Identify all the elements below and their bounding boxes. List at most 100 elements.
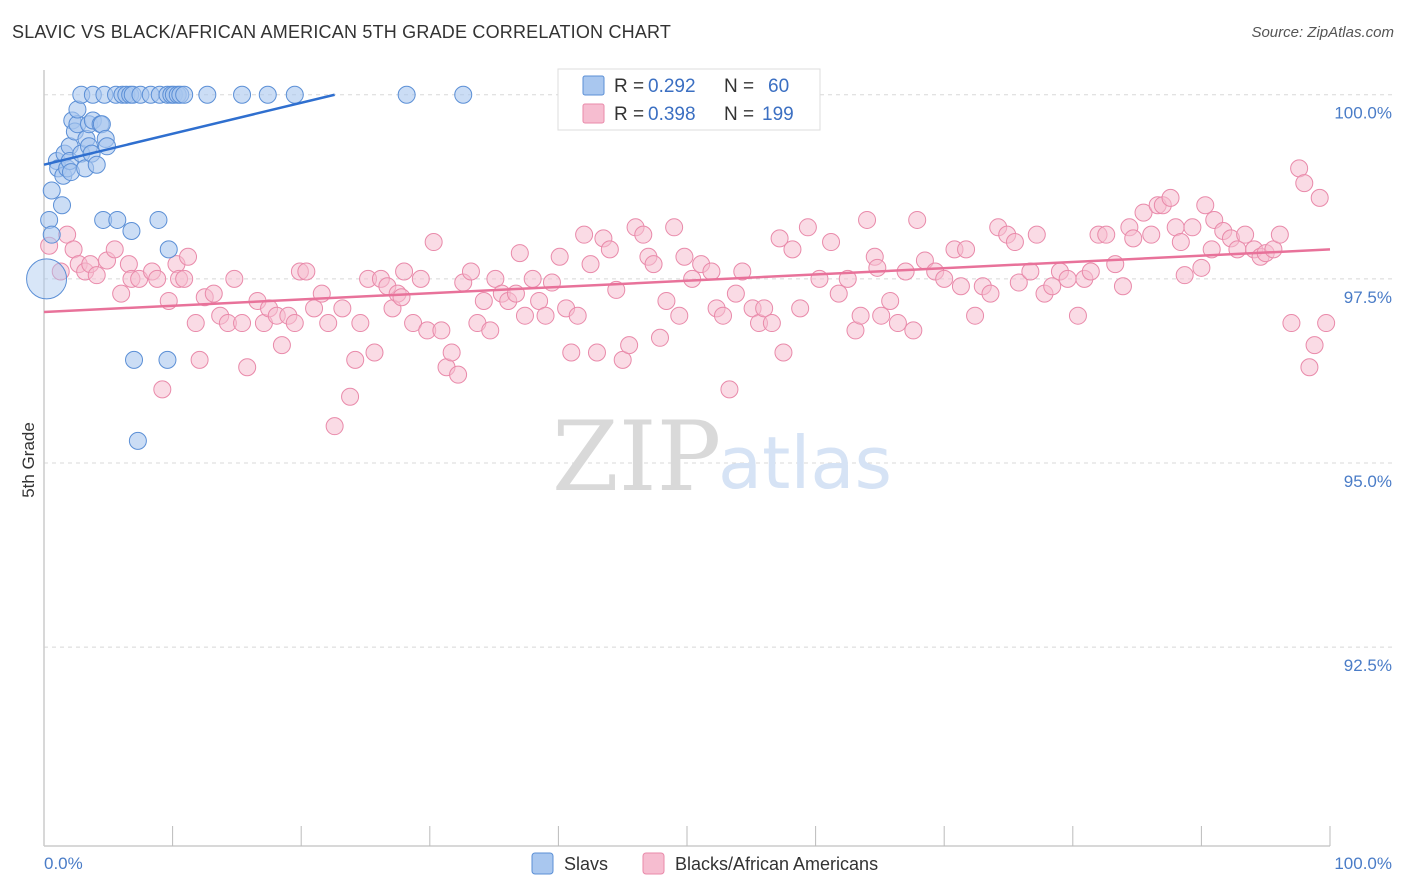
point-black-african-american [105, 240, 124, 259]
y-tick-label: 95.0% [1344, 472, 1392, 491]
point-black-african-american [1236, 225, 1255, 244]
watermark-zip: ZIP [552, 401, 721, 513]
point-slavs [87, 155, 106, 174]
point-black-african-american [1161, 188, 1180, 207]
point-black-african-american [733, 262, 752, 281]
point-black-african-american [600, 240, 619, 259]
point-black-african-american [644, 255, 663, 274]
point-black-african-american [634, 225, 653, 244]
point-black-african-american [424, 233, 443, 252]
point-black-african-american [1027, 225, 1046, 244]
point-black-african-american [981, 284, 1000, 303]
point-black-african-american [881, 291, 900, 310]
point-black-african-american [1124, 229, 1143, 248]
legend-n-value-slavs: 60 [768, 76, 789, 97]
point-black-african-american [351, 314, 370, 333]
point-black-african-american [1097, 225, 1116, 244]
point-black-african-american [783, 240, 802, 259]
point-black-african-american [204, 284, 223, 303]
point-black-african-american [333, 299, 352, 318]
point-black-african-american [515, 306, 534, 325]
point-black-african-american [1317, 314, 1336, 333]
point-black-african-american [675, 247, 694, 266]
point-black-african-american [1142, 225, 1161, 244]
point-black-african-american [1171, 233, 1190, 252]
source-credit: Source: ZipAtlas.com [1251, 24, 1394, 41]
point-black-african-american [581, 255, 600, 274]
legend-swatch-black [582, 103, 605, 124]
point-black-african-american [1305, 336, 1324, 355]
point-black-african-american [904, 321, 923, 340]
point-black-african-american [1202, 240, 1221, 259]
series-black-african-americans [40, 159, 1336, 436]
point-black-african-american [575, 225, 594, 244]
y-tick-label: 100.0% [1334, 104, 1392, 123]
point-black-african-american [665, 218, 684, 237]
point-black-african-american [1106, 255, 1125, 274]
point-slavs [233, 85, 252, 104]
bottom-legend-label-slavs: Slavs [564, 854, 608, 874]
point-black-african-american [1009, 273, 1028, 292]
point-black-african-american [829, 284, 848, 303]
y-tick-label: 97.5% [1344, 288, 1392, 307]
point-black-african-american [233, 314, 252, 333]
point-black-african-american [726, 284, 745, 303]
trend-line-slavs [43, 93, 335, 166]
point-black-african-american [112, 284, 131, 303]
point-slavs [198, 85, 217, 104]
point-slavs [159, 240, 178, 259]
point-black-african-american [888, 314, 907, 333]
bottom-legend: Slavs Blacks/African Americans [531, 852, 878, 875]
point-black-african-american [550, 247, 569, 266]
point-black-african-american [119, 255, 138, 274]
y-axis-title: 5th Grade [19, 422, 38, 498]
point-black-african-american [770, 229, 789, 248]
point-black-african-american [153, 380, 172, 399]
trend-line-black [43, 248, 1331, 314]
point-black-african-american [1021, 262, 1040, 281]
point-black-african-american [868, 258, 887, 277]
point-black-african-american [461, 262, 480, 281]
point-slavs [258, 85, 277, 104]
point-slavs [108, 210, 127, 229]
bottom-legend-swatch-slavs [531, 852, 554, 875]
watermark: ZIP atlas [552, 401, 892, 513]
point-black-african-american [1134, 203, 1153, 222]
legend-swatch-slavs [582, 75, 605, 96]
point-black-african-american [523, 269, 542, 288]
bottom-legend-label-black: Blacks/African Americans [675, 854, 878, 874]
point-slavs [42, 225, 61, 244]
point-black-african-american [951, 277, 970, 296]
point-black-african-american [966, 306, 985, 325]
point-black-african-american [510, 244, 529, 263]
point-black-african-american [179, 247, 198, 266]
point-black-african-american [1068, 306, 1087, 325]
point-slavs [92, 115, 111, 134]
point-black-african-american [536, 306, 555, 325]
point-slavs [125, 350, 144, 369]
point-black-african-american [87, 266, 106, 285]
point-slavs [175, 85, 194, 104]
legend-r-value-black: 0.398 [648, 104, 696, 125]
point-black-african-american [1113, 277, 1132, 296]
point-black-african-american [1295, 174, 1314, 193]
point-black-african-american [720, 380, 739, 399]
point-black-african-american [1196, 196, 1215, 215]
point-black-african-american [148, 269, 167, 288]
point-slavs [454, 85, 473, 104]
point-black-african-american [442, 343, 461, 362]
point-slavs [285, 85, 304, 104]
point-black-african-american [791, 299, 810, 318]
point-black-african-american [607, 280, 626, 299]
point-black-african-american [714, 306, 733, 325]
legend-n-label-black: N = [724, 104, 754, 125]
point-black-african-american [838, 269, 857, 288]
point-black-african-american [1310, 188, 1329, 207]
point-slavs [68, 100, 87, 119]
point-black-african-american [822, 233, 841, 252]
point-black-african-american [325, 417, 344, 436]
legend-r-label-slavs: R = [614, 76, 644, 97]
point-black-african-american [957, 240, 976, 259]
watermark-atlas: atlas [718, 421, 892, 505]
